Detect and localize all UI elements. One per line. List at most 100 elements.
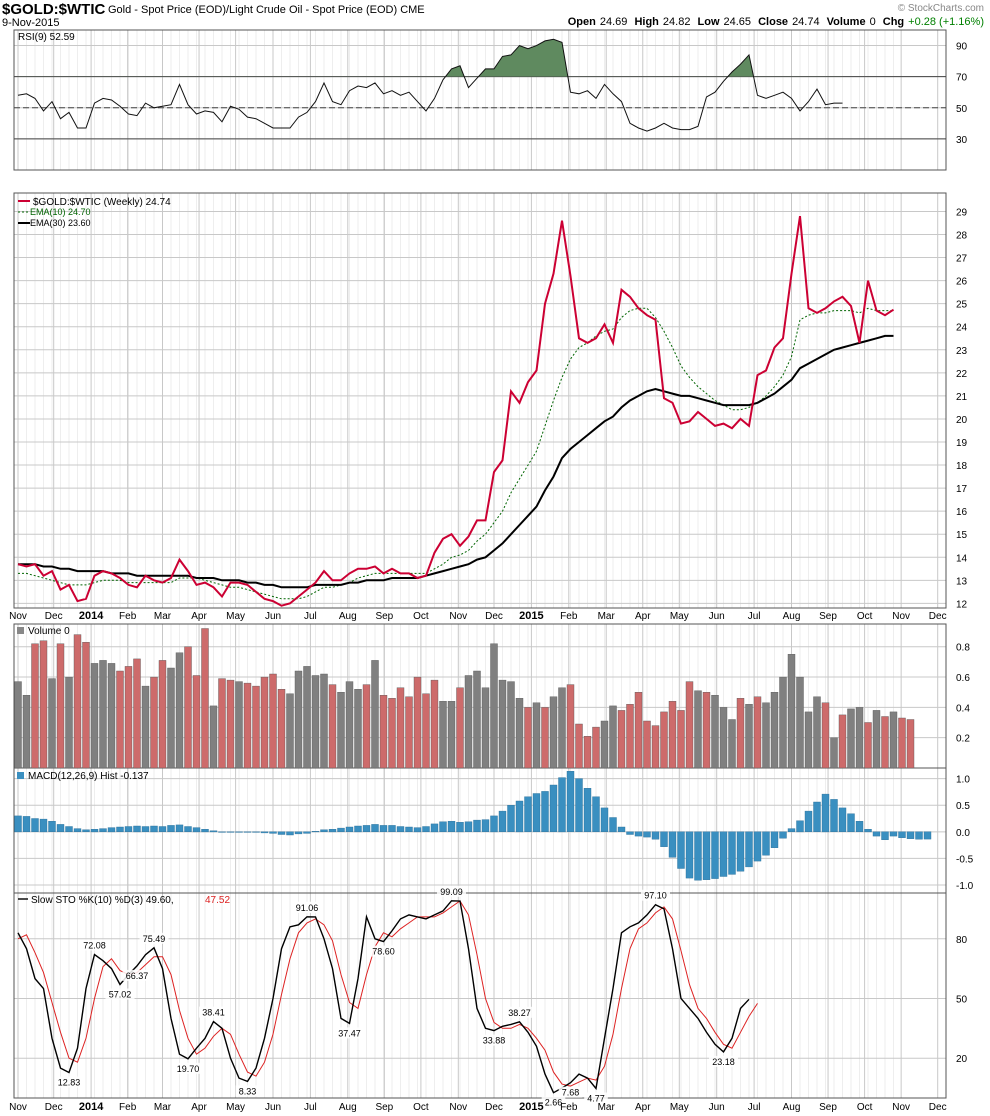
x-axis-label: Mar bbox=[598, 1102, 616, 1113]
macd-hist-bar bbox=[643, 831, 651, 838]
close-label: Close bbox=[758, 16, 789, 28]
y-tick-label: 28 bbox=[956, 231, 968, 242]
sto-annotation-bg bbox=[437, 885, 466, 897]
x-axis-label: Dec bbox=[485, 1102, 503, 1113]
sto-annotation: 66.37 bbox=[126, 971, 149, 981]
macd-hist-bar bbox=[796, 820, 804, 833]
x-axis-label: 2015 bbox=[519, 610, 543, 622]
volume-bar bbox=[107, 663, 116, 769]
volume-bar bbox=[481, 687, 490, 769]
sto-annotation: 38.27 bbox=[508, 1008, 531, 1018]
x-axis-label: Feb bbox=[560, 1102, 578, 1113]
volume-bar bbox=[558, 687, 566, 769]
x-axis-label: Nov bbox=[892, 611, 910, 622]
macd-hist-bar bbox=[269, 831, 277, 834]
macd-hist-bar bbox=[507, 805, 515, 833]
y-tick-label: 13 bbox=[956, 576, 968, 587]
volume-bar bbox=[48, 678, 56, 769]
sto-annotation-bg bbox=[505, 1006, 534, 1018]
volume-bar bbox=[524, 707, 532, 769]
macd-hist-bar bbox=[303, 831, 311, 834]
volume-bar bbox=[31, 643, 39, 769]
sto-annotation-bg bbox=[54, 1076, 84, 1088]
sto-annotation: 78.60 bbox=[372, 947, 395, 957]
macd-hist-bar bbox=[48, 821, 56, 833]
macd-hist-bar bbox=[473, 819, 481, 832]
volume-bar bbox=[328, 684, 337, 769]
macd-hist-bar bbox=[31, 818, 39, 833]
macd-hist-bar bbox=[311, 831, 320, 833]
macd-hist-bar bbox=[583, 788, 592, 833]
low-value: 24.65 bbox=[723, 16, 752, 28]
x-axis-label: May bbox=[226, 611, 245, 622]
macd-hist-bar bbox=[541, 791, 549, 833]
volume-bar bbox=[345, 681, 354, 769]
macd-hist-bar bbox=[82, 829, 90, 833]
volume-bar bbox=[82, 642, 90, 769]
macd-hist-bar bbox=[201, 829, 209, 833]
volume-bar bbox=[719, 707, 728, 769]
volume-bar bbox=[906, 719, 915, 769]
sto-annotation-bg bbox=[479, 1034, 509, 1046]
volume-bar bbox=[175, 652, 184, 769]
price-line bbox=[17, 215, 895, 607]
volume-bar bbox=[592, 726, 600, 769]
volume-bar bbox=[583, 736, 592, 769]
sto-annotation-bg bbox=[335, 1027, 364, 1039]
macd-hist-bar bbox=[600, 807, 609, 833]
macd-hist-bar bbox=[235, 831, 243, 833]
volume-bar bbox=[379, 695, 388, 769]
macd-hist-bar bbox=[524, 796, 532, 833]
volume-bar bbox=[660, 711, 668, 769]
high-label: High bbox=[634, 16, 659, 28]
panel-frame bbox=[13, 29, 947, 171]
macd-hist-bar bbox=[286, 831, 294, 836]
y-tick-label: 25 bbox=[956, 300, 968, 311]
volume-bar bbox=[626, 704, 634, 769]
macd-hist-bar bbox=[753, 831, 762, 862]
x-axis-label: Nov bbox=[892, 1102, 910, 1113]
macd-hist-bar bbox=[719, 831, 728, 877]
volume-bar bbox=[201, 628, 209, 769]
macd-hist-bar bbox=[915, 831, 923, 840]
ema10-line bbox=[18, 307, 894, 600]
macd-hist-bar bbox=[184, 826, 192, 833]
macd-hist-bar bbox=[855, 821, 864, 833]
volume-bar bbox=[898, 717, 906, 769]
sto-annotation: 99.09 bbox=[440, 887, 463, 897]
volume-bar bbox=[617, 710, 626, 769]
high-value: 24.82 bbox=[662, 16, 691, 28]
y-tick-label: 21 bbox=[956, 392, 968, 403]
macd-hist-bar bbox=[626, 831, 634, 835]
y-tick-label: 17 bbox=[956, 484, 968, 495]
ohlc-summary: Open 24.69 High 24.82 Low 24.65 Close 24.74 … bbox=[564, 16, 984, 28]
y-tick-label: 24 bbox=[956, 323, 968, 334]
volume-bar bbox=[753, 696, 762, 769]
macd-hist-bar bbox=[898, 831, 906, 838]
volume-bar bbox=[745, 704, 753, 769]
volume-bar bbox=[252, 685, 260, 769]
macd-hist-bar bbox=[762, 831, 770, 856]
volume-bar bbox=[22, 695, 31, 769]
x-axis-label: Oct bbox=[857, 1102, 873, 1113]
macd-hist-bar bbox=[405, 826, 413, 833]
x-axis-label: Feb bbox=[119, 611, 137, 622]
panel-frame bbox=[13, 892, 947, 1099]
macd-hist-bar bbox=[881, 831, 889, 840]
volume-bar bbox=[685, 681, 694, 769]
macd-hist-bar bbox=[65, 826, 73, 833]
volume-bar bbox=[677, 710, 685, 769]
volume-bar bbox=[770, 692, 779, 769]
y-tick-label: 0.5 bbox=[956, 801, 970, 812]
sto-annotation: 4.77 bbox=[587, 1094, 605, 1104]
macd-hist-bar bbox=[192, 827, 201, 833]
x-axis-label: May bbox=[670, 1102, 689, 1113]
macd-hist-bar bbox=[677, 831, 685, 869]
macd-hist-bar bbox=[830, 799, 838, 833]
volume-bar bbox=[65, 676, 73, 769]
volume-bar bbox=[600, 720, 609, 769]
sto-annotation: 7.68 bbox=[562, 1088, 580, 1098]
volume-bar bbox=[243, 682, 252, 769]
sto-title: Slow STO %K(10) %D(3) 49.60, bbox=[31, 895, 174, 906]
volume-bar bbox=[362, 684, 371, 769]
